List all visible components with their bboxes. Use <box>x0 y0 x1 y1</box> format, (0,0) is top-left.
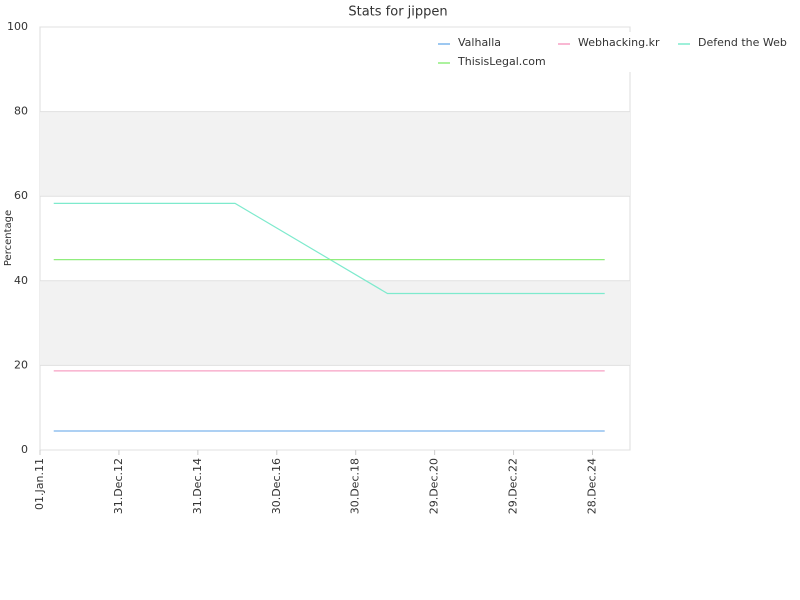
plot-area <box>39 26 631 451</box>
y-tick-label: 100 <box>7 20 28 33</box>
x-tick-label: 28.Dec.24 <box>585 458 598 514</box>
x-tick-label: 29.Dec.22 <box>507 458 520 514</box>
y-tick-label: 80 <box>14 105 28 118</box>
y-tick-label: 40 <box>14 274 28 287</box>
legend-label: ThisisLegal.com <box>457 55 546 68</box>
legend-box <box>432 32 792 72</box>
y-tick-label: 60 <box>14 189 28 202</box>
series-line <box>53 202 605 295</box>
legend-label: Valhalla <box>458 36 501 49</box>
x-tick-label: 29.Dec.20 <box>428 458 441 514</box>
x-tick-label: 31.Dec.12 <box>112 458 125 514</box>
x-tick-label: 01.Jan.11 <box>33 458 46 510</box>
y-tick-label: 20 <box>14 358 28 371</box>
chart-title: Stats for jippen <box>348 5 447 20</box>
plot-band <box>40 111 630 197</box>
x-tick-label: 30.Dec.18 <box>349 458 362 514</box>
legend-label: Defend the Web <box>698 36 787 49</box>
plot-band <box>40 280 630 366</box>
legend-label: Webhacking.kr <box>578 36 660 49</box>
x-tick-label: 31.Dec.14 <box>191 458 204 514</box>
y-axis-label: Percentage <box>3 210 14 266</box>
y-tick-label: 0 <box>21 443 28 456</box>
x-tick-label: 30.Dec.16 <box>270 458 283 514</box>
